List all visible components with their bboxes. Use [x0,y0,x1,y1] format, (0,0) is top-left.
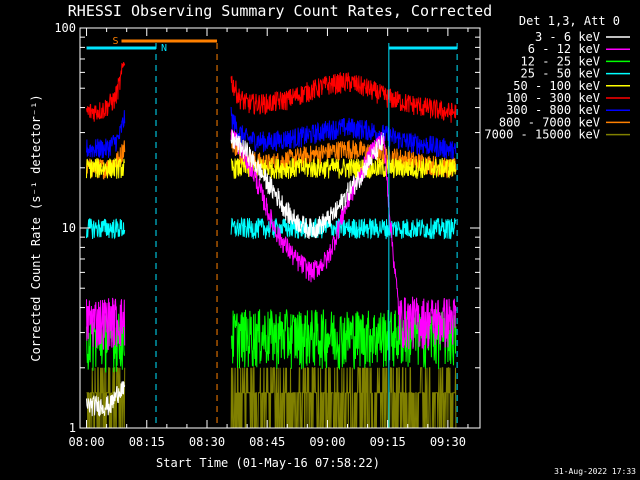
series-line [86,313,126,373]
series-line [86,218,126,240]
series-line [230,157,457,179]
series-2 [86,129,457,351]
series-line [230,129,457,350]
legend-label: 7000 - 15000 keV [484,128,600,142]
series-line [230,131,457,179]
series-line [86,110,126,159]
x-tick-label: 08:30 [189,435,225,449]
x-tick-label: 08:00 [68,435,104,449]
legend-label: 300 - 800 keV [506,103,600,117]
y-axis-label: Corrected Count Rate (s⁻¹ detector⁻¹) [29,94,43,361]
marker-label: S [112,36,118,47]
series-3 [86,309,457,373]
y-tick-label: 1 [69,421,76,435]
y-tick-label: 10 [62,221,76,235]
chart-title: RHESSI Observing Summary Count Rates, Co… [68,2,492,20]
legend-label: 50 - 100 keV [513,79,600,93]
legend-label: 12 - 25 keV [521,54,600,68]
x-tick-label: 09:15 [370,435,406,449]
series-line [86,62,126,122]
legend-label: 100 - 300 keV [506,91,600,105]
legend-label: 3 - 6 keV [535,30,600,44]
series-line [86,297,126,351]
series-line [230,130,384,240]
series-7 [86,106,457,162]
series-line [86,367,126,428]
series-6 [86,62,457,123]
marker-label: N [161,43,167,54]
series-line [230,309,457,370]
series-4 [86,216,457,240]
x-tick-label: 09:00 [309,435,345,449]
series-line [86,157,126,179]
legend-label: 25 - 50 keV [521,67,600,81]
plot-area: SN [86,36,458,428]
plot-timestamp: 31-Aug-2022 17:33 [554,467,636,476]
series-line [86,380,126,417]
legend-header: Det 1,3, Att 0 [519,14,620,28]
series-line [230,71,457,123]
series-1 [86,130,384,417]
y-tick-label: 100 [54,21,76,35]
x-tick-label: 09:30 [430,435,466,449]
series-5 [86,157,457,179]
series-line [230,216,457,240]
series-line [230,367,457,428]
legend-label: 6 - 12 keV [528,42,600,56]
x-tick-label: 08:15 [129,435,165,449]
x-tick-label: 08:45 [249,435,285,449]
legend-label: 800 - 7000 keV [499,115,600,129]
series-line [230,106,457,162]
x-axis-label: Start Time (01-May-16 07:58:22) [156,456,380,470]
